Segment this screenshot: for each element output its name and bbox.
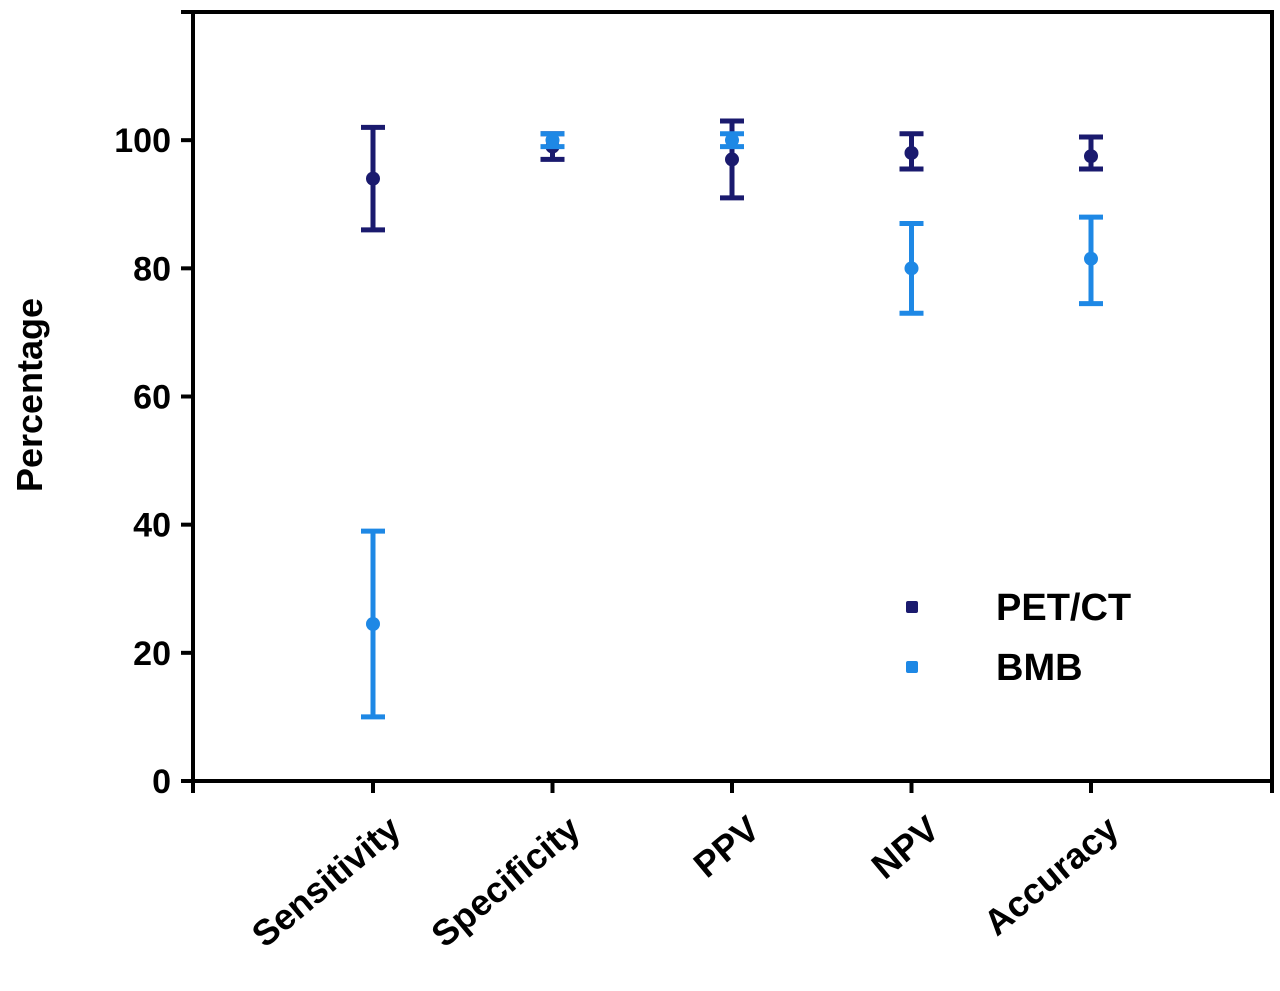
legend: PET/CT BMB — [906, 587, 1131, 689]
x-tick-label-accuracy: Accuracy — [976, 808, 1127, 944]
data-point — [545, 133, 560, 148]
data-point — [1084, 251, 1098, 266]
series-bmb — [361, 131, 1103, 720]
x-tick-label-specificity: Specificity — [423, 808, 587, 955]
y-axis: 0 20 40 60 80 100 — [114, 10, 193, 801]
data-point — [366, 171, 380, 186]
y-tick-label: 60 — [133, 379, 171, 417]
x-tick-label-npv: NPV — [864, 808, 947, 887]
x-tick-label-sensitivity: Sensitivity — [244, 808, 408, 955]
legend-marker — [906, 601, 918, 613]
data-point — [366, 616, 380, 631]
x-axis: Sensitivity Specificity PPV NPV Accuracy — [181, 10, 1274, 955]
data-point — [904, 145, 919, 160]
data-point — [725, 133, 739, 148]
legend-marker — [906, 661, 918, 673]
legend-label: BMB — [996, 647, 1083, 689]
y-tick-label: 80 — [133, 250, 171, 288]
data-point — [1084, 149, 1098, 164]
y-tick-label: 40 — [133, 507, 171, 545]
data-point — [725, 152, 739, 167]
data-point — [904, 261, 919, 276]
y-axis-title: Percentage — [9, 298, 50, 492]
data-marks — [361, 118, 1103, 720]
y-tick-label: 100 — [114, 122, 171, 160]
y-tick-label: 20 — [133, 635, 171, 673]
y-tick-label: 0 — [152, 763, 171, 801]
legend-label: PET/CT — [996, 587, 1131, 629]
x-tick-label-ppv: PPV — [686, 808, 768, 886]
